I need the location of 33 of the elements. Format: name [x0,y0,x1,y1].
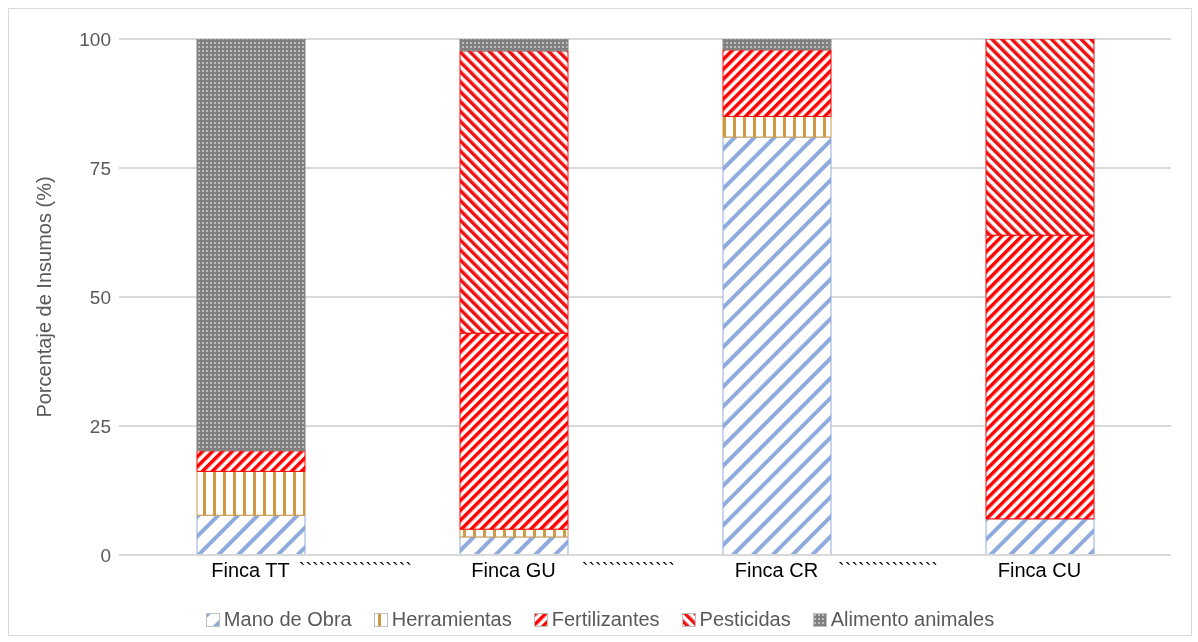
x-tick-label: Finca CR [734,559,819,582]
legend-label: Alimento animales [829,608,995,631]
bar [459,332,569,530]
bar [459,39,569,52]
bar [196,450,306,472]
bar [722,49,832,117]
legend-label: Pesticidas [698,608,791,631]
bar [722,136,832,555]
y-axis-title: Porcentaje de Insumos (%) [33,176,56,418]
bar [985,39,1095,236]
legend-label: Herramientas [390,608,512,631]
bar [985,518,1095,555]
x-tick-label: Finca CU [997,559,1082,582]
legend-label: Fertilizantes [550,608,660,631]
y-tick-label: 75 [89,157,111,179]
y-tick-label: 25 [89,415,111,437]
bar [196,514,306,555]
bar [459,528,569,538]
x-tick-label: Finca TT [211,559,290,582]
bar [722,39,832,51]
y-tick-label: 100 [79,28,111,50]
text: `````````````` [581,559,675,581]
y-tick-label: 50 [89,286,111,308]
text: ``````````````` [838,559,938,581]
bar [196,39,306,452]
y-tick-label: 0 [100,544,111,566]
bar [196,470,306,516]
bar [459,50,569,334]
x-tick-label: Finca GU [471,559,556,582]
bar [985,234,1095,520]
text: ````````````````` [298,559,412,581]
legend-label: Mano de Obra [222,608,352,631]
bar [722,115,832,138]
